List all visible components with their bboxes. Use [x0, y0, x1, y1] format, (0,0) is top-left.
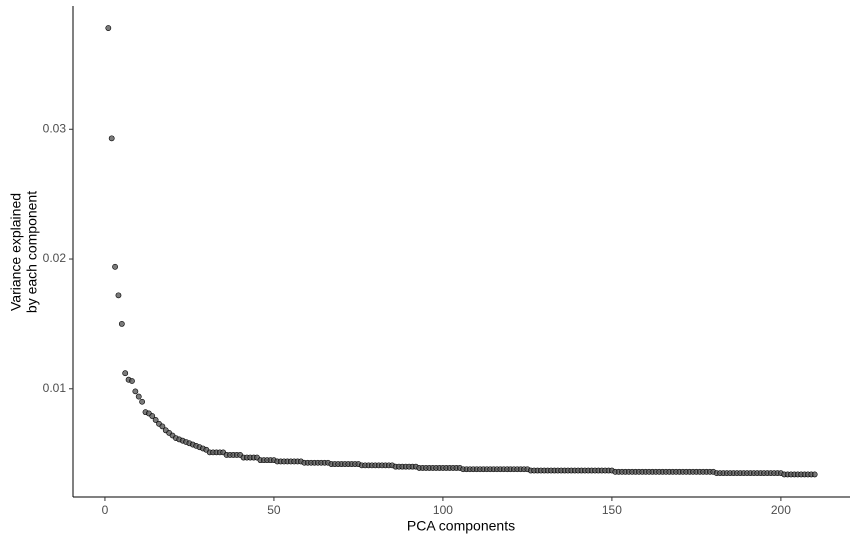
point: [112, 263, 118, 270]
point: [149, 413, 156, 419]
point: [132, 388, 139, 395]
point: [159, 423, 166, 430]
point: [118, 321, 125, 327]
point: [115, 292, 122, 299]
x-axis-title: PCA components: [407, 518, 515, 534]
x-tick-label: 150: [602, 503, 622, 517]
x-tick-label: 50: [267, 503, 281, 517]
point: [105, 25, 112, 31]
y-tick-label: 0.01: [43, 381, 67, 395]
point: [152, 417, 159, 423]
x-tick-label: 200: [771, 503, 791, 517]
x-tick-label: 0: [102, 503, 109, 517]
point: [122, 370, 129, 377]
point: [139, 398, 146, 405]
x-tick-label: 100: [433, 503, 453, 517]
point: [811, 471, 818, 478]
y-tick-label: 0.03: [43, 121, 67, 135]
point: [129, 378, 135, 384]
point: [135, 393, 142, 400]
y-axis-title: by each component: [24, 191, 40, 313]
y-tick-label: 0.02: [43, 251, 67, 265]
point: [108, 135, 115, 142]
y-axis-title: Variance explained: [8, 193, 24, 311]
